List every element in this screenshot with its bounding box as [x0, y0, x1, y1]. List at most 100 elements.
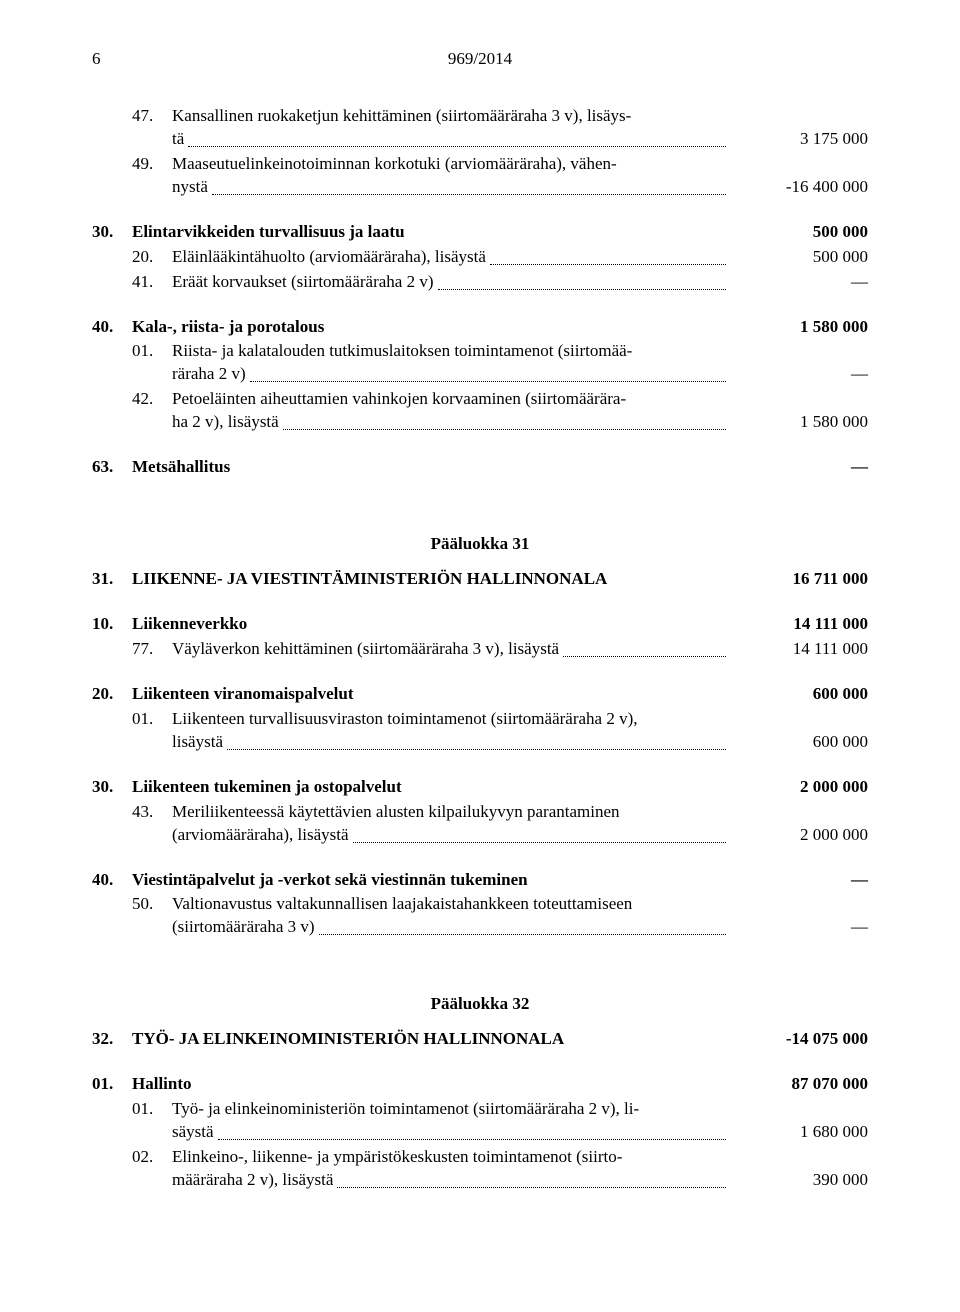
row-label: Liikenteen viranomaispalvelut: [132, 683, 738, 706]
document-body: 47.Kansallinen ruokaketjun kehittäminen …: [92, 105, 868, 1192]
dot-leader: [319, 918, 726, 935]
label-line-leader: (siirtomääräraha 3 v): [172, 916, 730, 939]
row-value: -14 075 000: [738, 1028, 868, 1051]
row-index: 49.: [92, 153, 172, 176]
dot-leader: [212, 178, 726, 195]
item-row: 02.Elinkeino-, liikenne- ja ympäristökes…: [92, 1146, 868, 1192]
row-value: 500 000: [738, 246, 868, 269]
label-line-leader: ha 2 v), lisäystä: [172, 411, 730, 434]
row-value: 600 000: [738, 683, 868, 706]
row-index: 40.: [92, 316, 132, 339]
row-label: Elintarvikkeiden turvallisuus ja laatu: [132, 221, 738, 244]
row-label: TYÖ- JA ELINKEINOMINISTERIÖN HALLINNONAL…: [132, 1028, 738, 1051]
dot-leader: [337, 1171, 726, 1188]
dot-leader: [218, 1123, 726, 1140]
dot-leader: [283, 413, 726, 430]
row-index: 01.: [92, 1098, 172, 1121]
row-value: 87 070 000: [738, 1073, 868, 1096]
label-text: Väyläverkon kehittäminen (siirtomäärärah…: [172, 638, 559, 661]
label-text: (arviomääräraha), lisäystä: [172, 824, 349, 847]
section-gap: [92, 593, 868, 613]
row-label: Meriliikenteessä käytettävien alusten ki…: [172, 801, 738, 847]
row-label: Eläinlääkintähuolto (arviomääräraha), li…: [172, 246, 738, 269]
row-value: 16 711 000: [738, 568, 868, 591]
row-value: 1 680 000: [738, 1121, 868, 1144]
section-gap: [92, 756, 868, 776]
row-label: Työ- ja elinkeinoministeriön toimintamen…: [172, 1098, 738, 1144]
item-row: 41.Eräät korvaukset (siirtomääräraha 2 v…: [92, 271, 868, 294]
label-text: nystä: [172, 176, 208, 199]
row-value: 1 580 000: [738, 411, 868, 434]
section-gap: [92, 1053, 868, 1073]
section-gap: [92, 296, 868, 316]
heading-row: 40.Kala-, riista- ja porotalous1 580 000: [92, 316, 868, 339]
label-line-leader: määräraha 2 v), lisäystä: [172, 1169, 730, 1192]
row-label: Liikenneverkko: [132, 613, 738, 636]
row-index: 20.: [92, 683, 132, 706]
item-row: 43.Meriliikenteessä käytettävien alusten…: [92, 801, 868, 847]
dot-leader: [438, 273, 727, 290]
row-index: 01.: [92, 340, 172, 363]
label-text: (siirtomääräraha 3 v): [172, 916, 315, 939]
dot-leader: [250, 365, 726, 382]
document-number: 969/2014: [92, 48, 868, 71]
label-line-leader: tä: [172, 128, 730, 151]
label-line: Liikenteen turvallisuusviraston toiminta…: [172, 708, 730, 731]
label-line-leader: Eläinlääkintähuolto (arviomääräraha), li…: [172, 246, 730, 269]
label-text: määräraha 2 v), lisäystä: [172, 1169, 333, 1192]
label-text: säystä: [172, 1121, 214, 1144]
row-label: Elinkeino-, liikenne- ja ympäristökeskus…: [172, 1146, 738, 1192]
heading-row: 32.TYÖ- JA ELINKEINOMINISTERIÖN HALLINNO…: [92, 1028, 868, 1051]
row-value: 2 000 000: [738, 824, 868, 847]
heading-row: 20.Liikenteen viranomaispalvelut600 000: [92, 683, 868, 706]
row-label: LIIKENNE- JA VIESTINTÄMINISTERIÖN HALLIN…: [132, 568, 738, 591]
label-line: Elinkeino-, liikenne- ja ympäristökeskus…: [172, 1146, 730, 1169]
heading-row: 10.Liikenneverkko14 111 000: [92, 613, 868, 636]
row-value: —: [738, 271, 868, 294]
row-value: 2 000 000: [738, 776, 868, 799]
item-row: 20.Eläinlääkintähuolto (arviomääräraha),…: [92, 246, 868, 269]
section-gap: [92, 201, 868, 221]
label-line: Maaseutuelinkeinotoiminnan korkotuki (ar…: [172, 153, 730, 176]
row-value: 14 111 000: [738, 638, 868, 661]
heading-row: 30.Elintarvikkeiden turvallisuus ja laat…: [92, 221, 868, 244]
heading-row: 63.Metsähallitus—: [92, 456, 868, 479]
label-text: ha 2 v), lisäystä: [172, 411, 279, 434]
item-row: 49.Maaseutuelinkeinotoiminnan korkotuki …: [92, 153, 868, 199]
item-row: 01.Työ- ja elinkeinoministeriön toiminta…: [92, 1098, 868, 1144]
label-line: Riista- ja kalatalouden tutkimuslaitokse…: [172, 340, 730, 363]
section-gap: [92, 941, 868, 985]
label-text: räraha 2 v): [172, 363, 246, 386]
row-value: 3 175 000: [738, 128, 868, 151]
dot-leader: [353, 826, 726, 843]
row-index: 01.: [92, 708, 172, 731]
row-index: 77.: [92, 638, 172, 661]
row-index: 02.: [92, 1146, 172, 1169]
label-line: Meriliikenteessä käytettävien alusten ki…: [172, 801, 730, 824]
row-value: 14 111 000: [738, 613, 868, 636]
row-index: 47.: [92, 105, 172, 128]
row-index: 42.: [92, 388, 172, 411]
heading-row: 01.Hallinto87 070 000: [92, 1073, 868, 1096]
section-gap: [92, 436, 868, 456]
row-index: 50.: [92, 893, 172, 916]
row-label: Hallinto: [132, 1073, 738, 1096]
row-label: Maaseutuelinkeinotoiminnan korkotuki (ar…: [172, 153, 738, 199]
row-index: 30.: [92, 221, 132, 244]
item-row: 50.Valtionavustus valtakunnallisen laaja…: [92, 893, 868, 939]
label-text: Eläinlääkintähuolto (arviomääräraha), li…: [172, 246, 486, 269]
dot-leader: [490, 248, 726, 265]
row-index: 01.: [92, 1073, 132, 1096]
label-line: Petoeläinten aiheuttamien vahinkojen kor…: [172, 388, 730, 411]
row-value: —: [738, 456, 868, 479]
item-row: 77.Väyläverkon kehittäminen (siirtomäärä…: [92, 638, 868, 661]
row-index: 31.: [92, 568, 132, 591]
section-gap: [92, 849, 868, 869]
dot-leader: [563, 640, 726, 657]
label-text: tä: [172, 128, 184, 151]
row-value: 1 580 000: [738, 316, 868, 339]
dot-leader: [227, 733, 726, 750]
heading-row: 30.Liikenteen tukeminen ja ostopalvelut2…: [92, 776, 868, 799]
label-line-leader: räraha 2 v): [172, 363, 730, 386]
row-index: 41.: [92, 271, 172, 294]
